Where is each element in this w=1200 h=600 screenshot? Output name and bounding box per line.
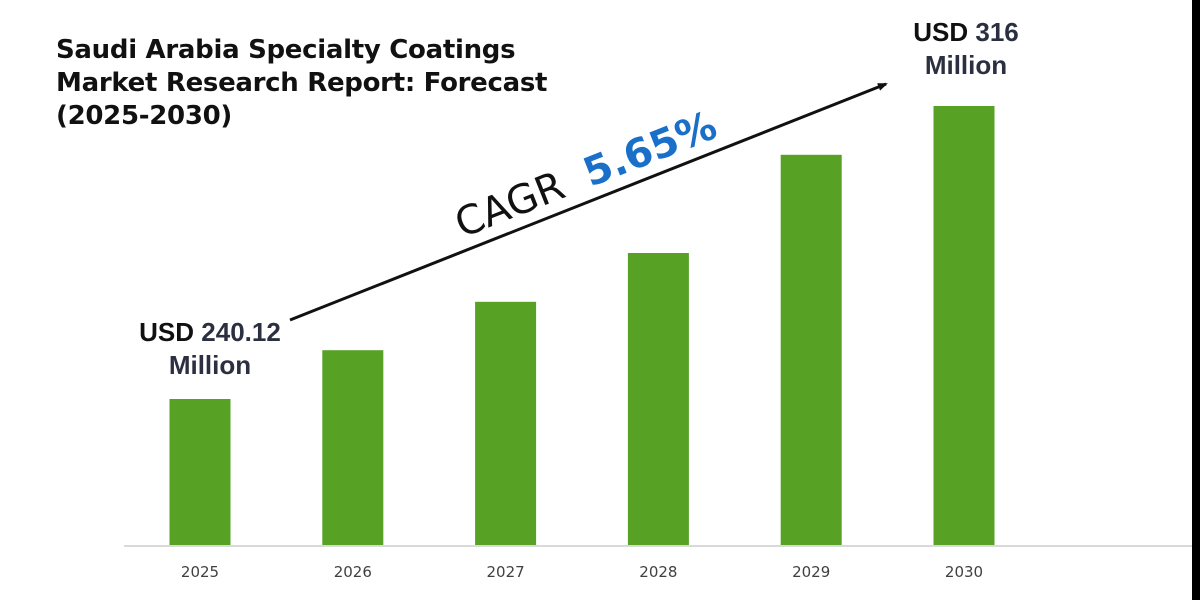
x-tick-label-2025: 2025 <box>181 563 219 581</box>
x-tick-label-2028: 2028 <box>639 563 677 581</box>
end-value-callout: USD 316 Million <box>866 16 1066 82</box>
bar-2025 <box>169 399 231 546</box>
right-edge-band <box>1192 0 1200 600</box>
bar-2026 <box>322 350 384 546</box>
x-tick-label-2030: 2030 <box>945 563 983 581</box>
cagr-label: CAGR <box>449 163 571 248</box>
bar-2027 <box>475 301 537 546</box>
start-value-prefix: USD <box>139 317 195 347</box>
chart-title-line-1: Saudi Arabia Specialty Coatings <box>56 35 516 65</box>
x-tick-label-2026: 2026 <box>334 563 372 581</box>
bar-2028 <box>627 253 689 546</box>
chart-title-line-2: Market Research Report: Forecast <box>56 68 548 98</box>
x-tick-labels: 2025 2026 2027 2028 2029 2030 <box>181 563 983 581</box>
cagr-value: 5.65% <box>577 103 723 197</box>
cagr-arrow <box>289 82 888 322</box>
start-value-unit: Million <box>168 350 252 380</box>
bar-2029 <box>780 154 842 547</box>
x-tick-label-2029: 2029 <box>792 563 830 581</box>
chart-title-line-3: (2025-2030) <box>56 101 232 131</box>
x-tick-label-2027: 2027 <box>487 563 525 581</box>
bars-group <box>169 106 995 547</box>
cagr-annotation: CAGR 5.65% <box>449 103 723 248</box>
chart-title: Saudi Arabia Specialty Coatings Market R… <box>56 34 547 133</box>
end-value-number: 316 <box>975 17 1019 47</box>
end-value-prefix: USD <box>913 17 969 47</box>
bar-2030 <box>933 106 995 546</box>
start-value-callout: USD 240.12 Million <box>110 316 310 382</box>
end-value-unit: Million <box>924 50 1008 80</box>
start-value-number: 240.12 <box>201 317 281 347</box>
